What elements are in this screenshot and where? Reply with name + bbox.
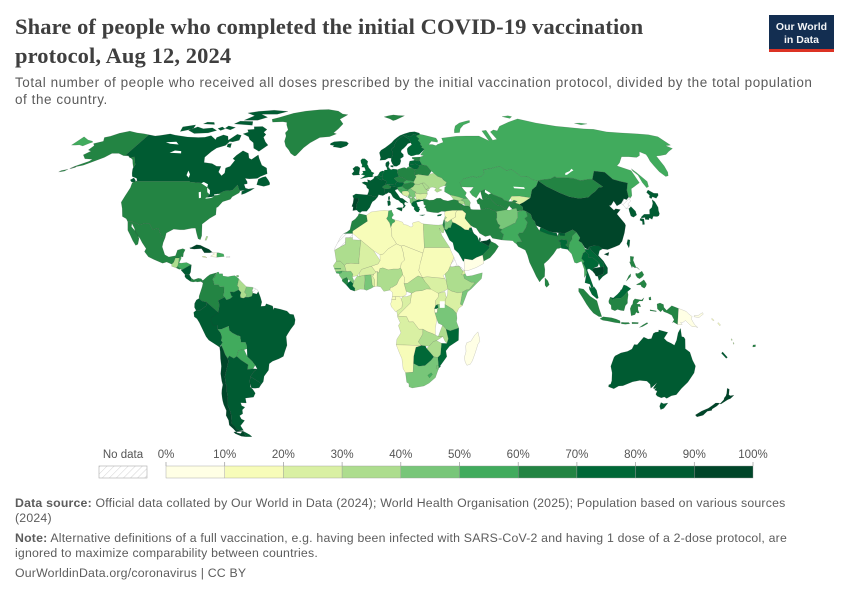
svg-text:80%: 80% bbox=[624, 449, 647, 461]
svg-text:90%: 90% bbox=[683, 449, 706, 461]
svg-text:0%: 0% bbox=[158, 449, 175, 461]
svg-text:20%: 20% bbox=[272, 449, 295, 461]
svg-text:10%: 10% bbox=[213, 449, 236, 461]
svg-text:70%: 70% bbox=[565, 449, 588, 461]
svg-text:No data: No data bbox=[103, 449, 144, 461]
svg-text:30%: 30% bbox=[331, 449, 354, 461]
svg-text:40%: 40% bbox=[389, 449, 412, 461]
svg-text:100%: 100% bbox=[738, 449, 767, 461]
svg-text:50%: 50% bbox=[448, 449, 471, 461]
svg-text:60%: 60% bbox=[507, 449, 530, 461]
